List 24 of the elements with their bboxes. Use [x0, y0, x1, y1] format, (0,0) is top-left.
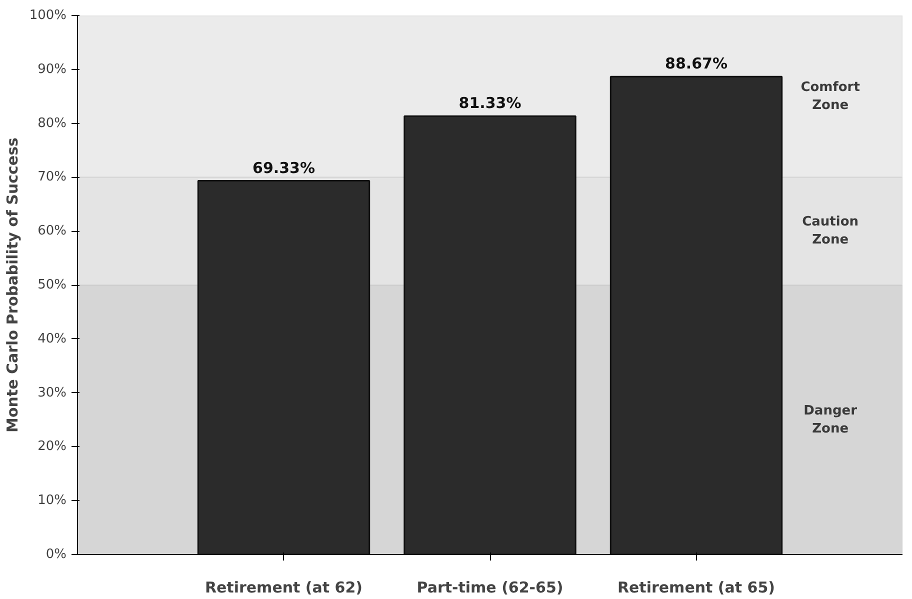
y-axis-title: Monte Carlo Probability of Success: [3, 137, 22, 432]
y-tick-label: 40%: [38, 331, 67, 346]
band-label: Comfort Zone: [800, 80, 860, 113]
y-tick-label: 10%: [38, 493, 67, 508]
bar: [197, 180, 370, 554]
data-label: 69.33%: [252, 158, 315, 177]
y-tick-label: 100%: [29, 8, 67, 23]
y-tick-label: 20%: [38, 439, 67, 454]
bar: [610, 76, 783, 554]
y-tick-label: 50%: [38, 278, 67, 292]
y-tick-label: 60%: [38, 224, 67, 239]
y-tick-label: 80%: [38, 116, 67, 131]
x-tick-label: Part-time (62-65): [416, 578, 564, 596]
y-tick-label: 90%: [38, 62, 67, 77]
data-label: 88.67%: [665, 54, 728, 73]
band-label: Danger Zone: [804, 403, 858, 436]
bar: [404, 115, 576, 554]
y-tick-label: 30%: [38, 385, 67, 400]
band-label: Caution Zone: [802, 214, 859, 248]
x-tick-label: Retirement (at 65): [617, 578, 776, 596]
y-tick-label: 0%: [46, 547, 66, 562]
x-tick-label: Retirement (at 62): [204, 578, 363, 596]
data-label: 81.33%: [458, 94, 522, 112]
y-tick-label: 70%: [38, 170, 67, 185]
